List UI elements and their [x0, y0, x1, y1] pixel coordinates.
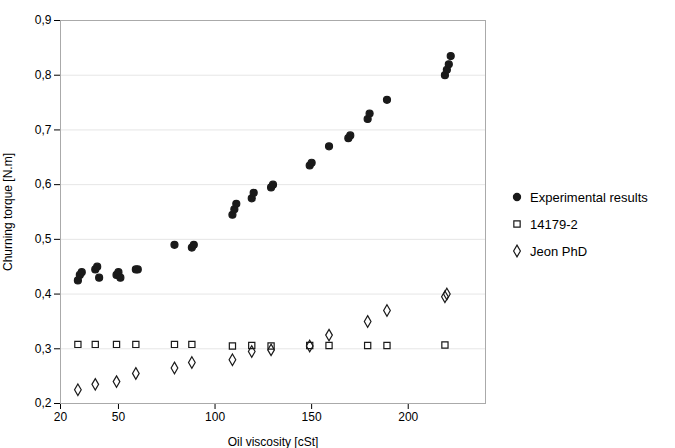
svg-text:50: 50: [112, 410, 126, 424]
svg-text:100: 100: [205, 410, 225, 424]
svg-text:0,8: 0,8: [35, 68, 52, 82]
svg-text:20: 20: [54, 410, 68, 424]
svg-text:0,2: 0,2: [35, 396, 52, 410]
svg-text:0,4: 0,4: [35, 287, 52, 301]
svg-text:0,3: 0,3: [35, 342, 52, 356]
html-text:Jeon PhD: Jeon PhD: [530, 243, 588, 259]
svg-text:150: 150: [302, 410, 322, 424]
svg-text:0,6: 0,6: [35, 177, 52, 191]
html-text:Experimental results: Experimental results: [530, 189, 648, 205]
svg-text:Churning torque [N.m]: Churning torque [N.m]: [1, 153, 15, 271]
svg-text:0,7: 0,7: [35, 123, 52, 137]
svg-text:200: 200: [398, 410, 418, 424]
svg-text:0,5: 0,5: [35, 232, 52, 246]
svg-text:Oil viscosity [cSt]: Oil viscosity [cSt]: [228, 435, 319, 448]
svg-text:0,9: 0,9: [35, 13, 52, 27]
html-text:14179-2: 14179-2: [530, 216, 578, 232]
